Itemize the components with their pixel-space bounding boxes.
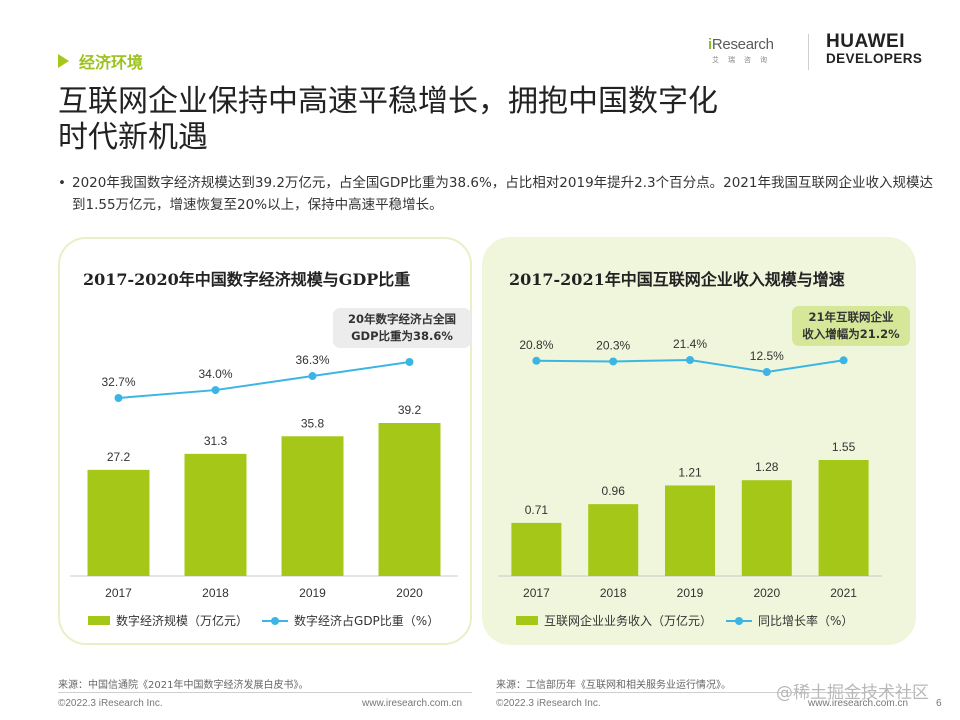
left-chart-legend: 数字经济规模（万亿元） 数字经济占GDP比重（%） <box>88 612 439 629</box>
legend-bar-swatch <box>516 616 538 625</box>
watermark: @稀土掘金技术社区 <box>776 683 929 703</box>
left-chart-bar-label: 35.8 <box>301 416 325 430</box>
left-chart-bar <box>87 469 150 576</box>
right-chart-bar-label: 1.21 <box>678 465 702 479</box>
iresearch-logo: iResearch 艾瑞咨询 <box>708 36 798 72</box>
right-legend-line-label: 同比增长率（%） <box>758 614 854 628</box>
bullet-dot-icon: • <box>58 175 66 191</box>
right-chart-x-tick: 2021 <box>830 586 857 600</box>
right-chart-bar <box>588 504 639 576</box>
left-callout-line2: GDP比重为38.6% <box>351 329 453 343</box>
right-chart-x-tick: 2017 <box>523 586 550 600</box>
right-callout-line1: 21年互联网企业 <box>808 310 894 324</box>
footer-copyright-right: ©2022.3 iResearch Inc. <box>496 698 601 709</box>
legend-bar-swatch <box>88 616 110 625</box>
page-title-line2: 时代新机遇 <box>58 120 208 155</box>
left-chart-line-point <box>114 394 123 402</box>
right-chart-x-tick: 2019 <box>677 586 704 600</box>
right-chart-line-label: 20.8% <box>519 338 553 352</box>
right-chart-bar-label: 0.96 <box>602 484 626 498</box>
right-chart-title: 2017-2021年中国互联网企业收入规模与增速 <box>509 270 845 289</box>
left-chart-title: 2017-2020年中国数字经济规模与GDP比重 <box>83 270 411 289</box>
iresearch-logo-sub: 艾瑞咨询 <box>712 56 776 64</box>
left-chart-bar-label: 31.3 <box>204 434 228 448</box>
right-chart-bar <box>665 485 715 576</box>
left-chart-x-tick: 2018 <box>202 586 229 600</box>
right-chart-line-point <box>686 356 694 364</box>
left-chart-line-point <box>308 372 317 381</box>
left-chart-line-label: 34.0% <box>198 367 232 381</box>
footer-divider-right <box>496 692 916 693</box>
summary-bullet: • 2020年我国数字经济规模达到39.2万亿元，占全国GDP比重为38.6%，… <box>58 172 938 216</box>
page-title-line1: 互联网企业保持中高速平稳增长，拥抱中国数字化 <box>58 84 718 119</box>
left-chart-bar <box>378 423 441 576</box>
right-chart-bar <box>511 522 562 576</box>
right-chart-line-point <box>762 368 771 376</box>
left-chart-line-label: 32.7% <box>101 375 135 389</box>
right-chart-line-label: 21.4% <box>673 337 707 351</box>
right-chart-x-tick: 2018 <box>600 586 627 600</box>
left-chart-bar-label: 27.2 <box>107 450 131 464</box>
left-chart-x-tick: 2017 <box>105 586 132 600</box>
left-chart-line-point <box>405 358 414 366</box>
section-tag: 经济环境 <box>58 50 143 72</box>
left-chart-bar <box>184 453 247 576</box>
footer-divider-left <box>58 692 472 693</box>
page-number: 6 <box>936 698 942 709</box>
right-chart-panel <box>482 237 916 645</box>
iresearch-logo-text: Research <box>711 36 774 53</box>
right-chart-line-point <box>532 356 541 365</box>
right-chart-bar-label: 0.71 <box>525 503 549 517</box>
right-callout-line2: 收入增幅为21.2% <box>802 327 900 341</box>
right-chart-line-point <box>839 356 848 365</box>
logo-divider <box>808 34 809 70</box>
left-legend-line-label: 数字经济占GDP比重（%） <box>294 614 440 628</box>
left-chart-line-label: 36.3% <box>295 353 329 367</box>
footer-url-right: www.iresearch.com.cn <box>808 698 909 709</box>
section-label: 经济环境 <box>79 53 144 72</box>
left-source-note: 来源：中国信通院《2021年中国数字经济发展白皮书》。 <box>58 680 309 691</box>
right-chart-callout: 21年互联网企业 收入增幅为21.2% <box>792 306 910 346</box>
right-chart: 0.71 2017 0.96 2018 1.21 2019 1.28 2020 1.55 2021… <box>498 337 882 600</box>
right-chart-x-tick: 2020 <box>753 586 780 600</box>
right-legend-bar-label: 互联网企业业务收入（万亿元） <box>544 614 713 628</box>
left-chart-callout: 20年数字经济占全国 GDP比重为38.6% <box>333 308 471 348</box>
huawei-developers-logo: HUAWEI DEVELOPERS <box>826 32 922 66</box>
right-chart-bar <box>818 460 869 576</box>
summary-text: 2020年我国数字经济规模达到39.2万亿元，占全国GDP比重为38.6%，占比… <box>72 175 933 213</box>
left-chart-line-series <box>118 361 410 399</box>
footer-copyright-left: ©2022.3 iResearch Inc. <box>58 698 163 709</box>
right-chart-bar-label: 1.55 <box>832 440 856 454</box>
left-chart: 27.2 2017 31.3 2018 35.8 2019 39.2 2020 32.7% 34.… <box>70 353 458 600</box>
left-chart-x-tick: 2019 <box>299 586 326 600</box>
triangle-icon <box>58 54 69 68</box>
left-chart-x-tick: 2020 <box>396 586 423 600</box>
right-chart-legend: 互联网企业业务收入（万亿元） 同比增长率（%） <box>516 612 853 629</box>
right-chart-line-label: 12.5% <box>750 349 784 363</box>
right-chart-bar <box>741 480 792 576</box>
right-chart-bar-label: 1.28 <box>755 460 779 474</box>
left-callout-line1: 20年数字经济占全国 <box>347 312 456 326</box>
right-chart-line-point <box>609 357 618 366</box>
legend-line-swatch <box>262 616 289 625</box>
huawei-logo-line2: DEVELOPERS <box>826 50 923 66</box>
page-title: 互联网企业保持中高速平稳增长，拥抱中国数字化 时代新机遇 <box>58 84 798 156</box>
left-chart-line-point <box>211 386 220 395</box>
left-chart-bar-label: 39.2 <box>398 403 422 417</box>
legend-line-swatch <box>726 616 753 625</box>
right-chart-line-label: 20.3% <box>596 338 630 352</box>
left-legend-bar-label: 数字经济规模（万亿元） <box>116 614 249 628</box>
huawei-logo-line1: HUAWEI <box>826 31 905 52</box>
left-chart-bar <box>281 436 344 576</box>
footer-url-left: www.iresearch.com.cn <box>362 698 463 709</box>
right-source-note: 来源：工信部历年《互联网和相关服务业运行情况》。 <box>496 680 731 691</box>
